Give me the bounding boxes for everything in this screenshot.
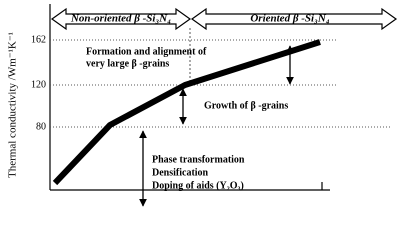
annotation: Growth of β -grains [204, 100, 288, 111]
annotation: Densification [152, 167, 209, 178]
region-label: Non-oriented β -Si₃N₄ [70, 13, 171, 25]
annotation: Phase transformation [152, 154, 245, 165]
region-label: Oriented β -Si₃N₄ [250, 13, 329, 25]
region-arrow [190, 7, 398, 31]
trend-line [52, 39, 321, 186]
y-tick-label: 120 [31, 79, 46, 90]
diagram: Non-oriented β -Si₃N₄ Oriented β -Si₃N₄ … [7, 4, 398, 207]
region-arrow [50, 7, 192, 31]
annotation: very large β -grains [86, 58, 169, 69]
annotation: Doping of aids (Y₂O₃) [152, 180, 244, 191]
annotation: Formation and alignment of [86, 46, 207, 57]
y-tick-label: 80 [36, 121, 46, 132]
y-tick-label: 162 [31, 34, 46, 45]
y-axis-label: Thermal conductivity /Wm⁻¹K⁻¹ [7, 32, 19, 178]
